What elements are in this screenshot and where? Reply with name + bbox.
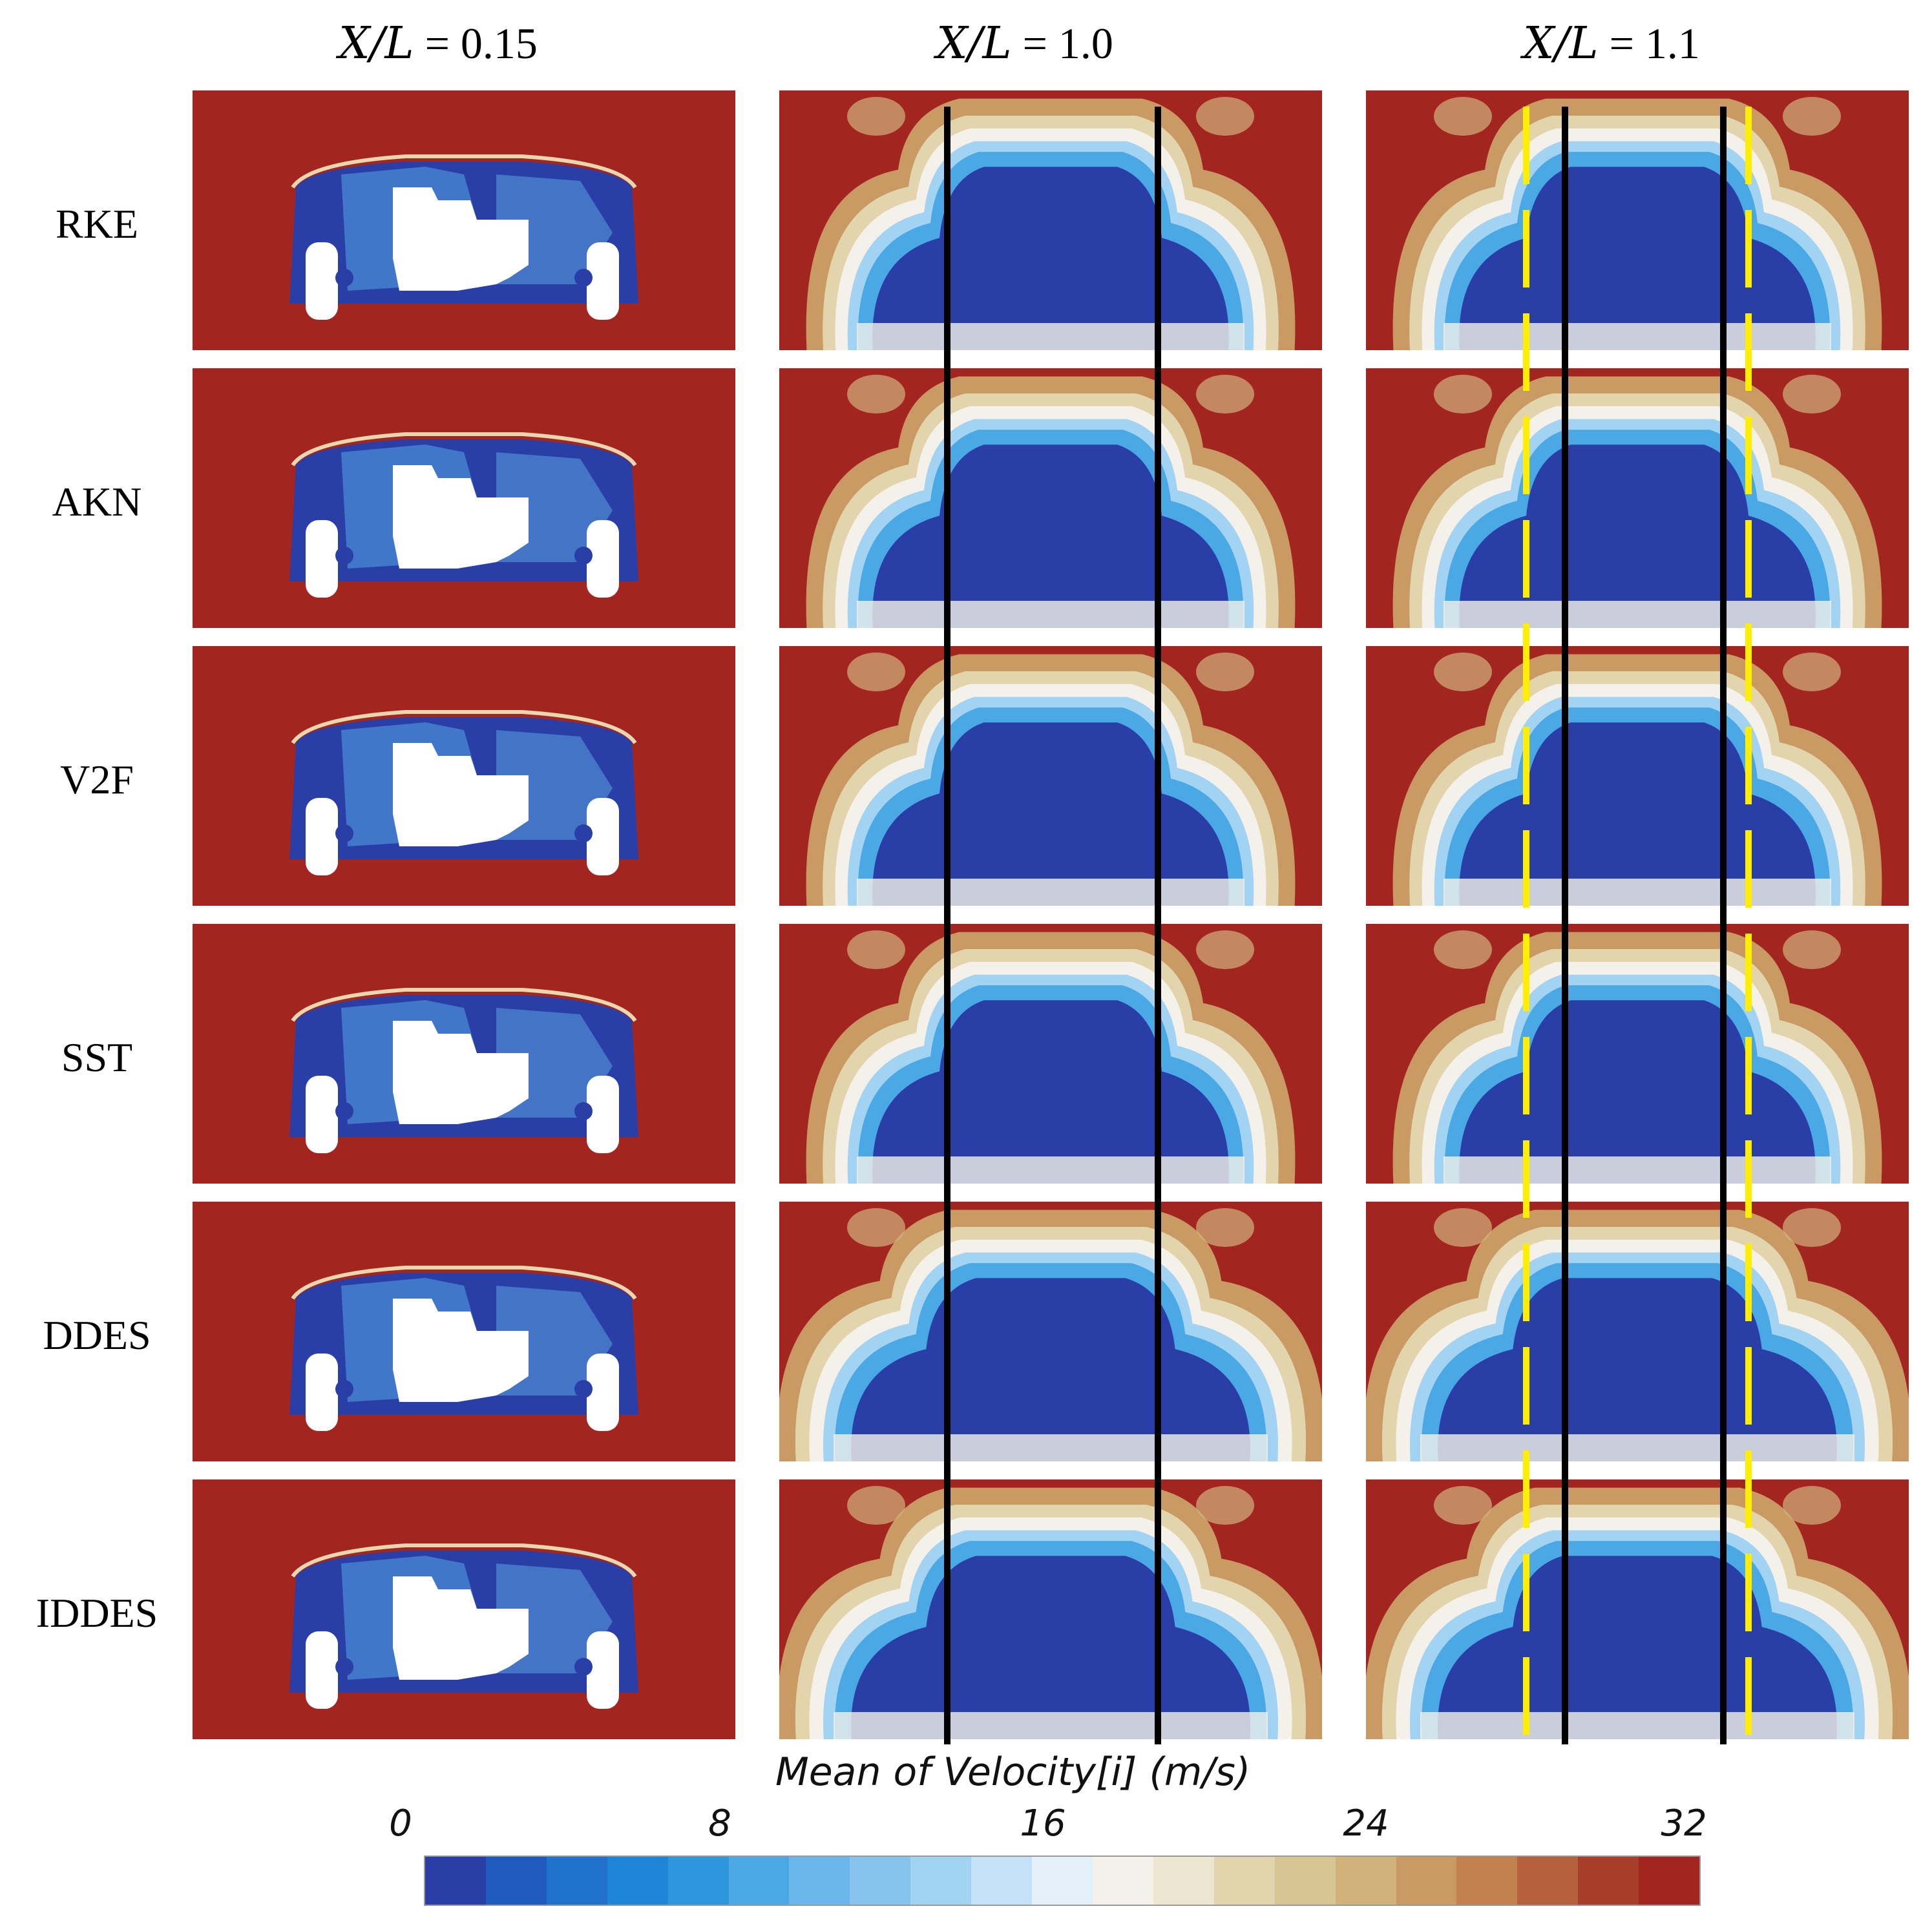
colorbar-swatch [1517,1857,1579,1905]
contour-plot [193,1479,735,1739]
colorbar-swatch [1032,1857,1093,1905]
row-label-v2f: V2F [60,757,134,802]
contour-panel [193,646,735,906]
colorbar-tick-16: 16 [1020,1803,1066,1845]
colorbar-swatch [607,1857,668,1905]
contour-panel [779,368,1322,628]
row-label-rke: RKE [56,201,138,247]
contour-panel [1366,924,1909,1184]
contour-plot [1366,646,1909,906]
colorbar-tick-8: 8 [708,1803,731,1845]
contour-plot [779,1479,1322,1739]
contour-panel [779,1479,1322,1739]
contour-plot [779,90,1322,350]
colorbar-swatch [1578,1857,1639,1905]
row-label-ddes: DDES [43,1312,151,1358]
colorbar-swatch [1092,1857,1153,1905]
colorbar-swatch [728,1857,790,1905]
colorbar-swatch [546,1857,607,1905]
contour-plot [779,924,1322,1184]
contour-panel [779,924,1322,1184]
colorbar-swatch [910,1857,972,1905]
contour-panel [1366,1479,1909,1739]
colorbar-swatch [789,1857,850,1905]
contour-plot [779,646,1322,906]
colorbar-swatch [1274,1857,1336,1905]
column-title-1: X/L = 1.0 [936,18,1113,69]
contour-panel [779,646,1322,906]
colorbar [424,1856,1701,1906]
colorbar-swatch [971,1857,1033,1905]
row-label-sst: SST [61,1034,133,1080]
colorbar-tick-24: 24 [1343,1803,1389,1845]
contour-panel [193,924,735,1184]
contour-panel [779,1202,1322,1461]
contour-plot [1366,924,1909,1184]
contour-plot [193,924,735,1184]
contour-panel [1366,646,1909,906]
contour-plot [193,1202,735,1461]
contour-panel [1366,90,1909,350]
contour-plot [193,646,735,906]
colorbar-swatch [667,1857,729,1905]
contour-panel [1366,1202,1909,1461]
contour-plot [1366,1202,1909,1461]
colorbar-swatch [485,1857,547,1905]
row-label-iddes: IDDES [36,1590,158,1636]
contour-panel [779,90,1322,350]
contour-panel [193,1202,735,1461]
colorbar-swatch [1396,1857,1457,1905]
colorbar-swatch [1639,1857,1700,1905]
contour-panel [1366,368,1909,628]
colorbar-swatch [1213,1857,1275,1905]
colorbar-tick-0: 0 [389,1803,412,1845]
contour-plot [193,368,735,628]
contour-plot [779,1202,1322,1461]
contour-panel [193,368,735,628]
colorbar-swatch [1153,1857,1214,1905]
contour-plot [1366,1479,1909,1739]
column-title-0: X/L = 0.15 [339,18,538,69]
contour-panel [193,1479,735,1739]
column-title-2: X/L = 1.1 [1523,18,1700,69]
colorbar-tick-32: 32 [1661,1803,1707,1845]
contour-plot [193,90,735,350]
colorbar-swatch [1335,1857,1396,1905]
contour-plot [1366,368,1909,628]
colorbar-swatch [425,1857,486,1905]
row-label-akn: AKN [52,479,142,525]
colorbar-swatch [850,1857,911,1905]
contour-plot [779,368,1322,628]
colorbar-swatch [1456,1857,1518,1905]
contour-panel [193,90,735,350]
colorbar-title: Mean of Velocity[i] (m/s) [775,1750,1251,1795]
contour-plot [1366,90,1909,350]
